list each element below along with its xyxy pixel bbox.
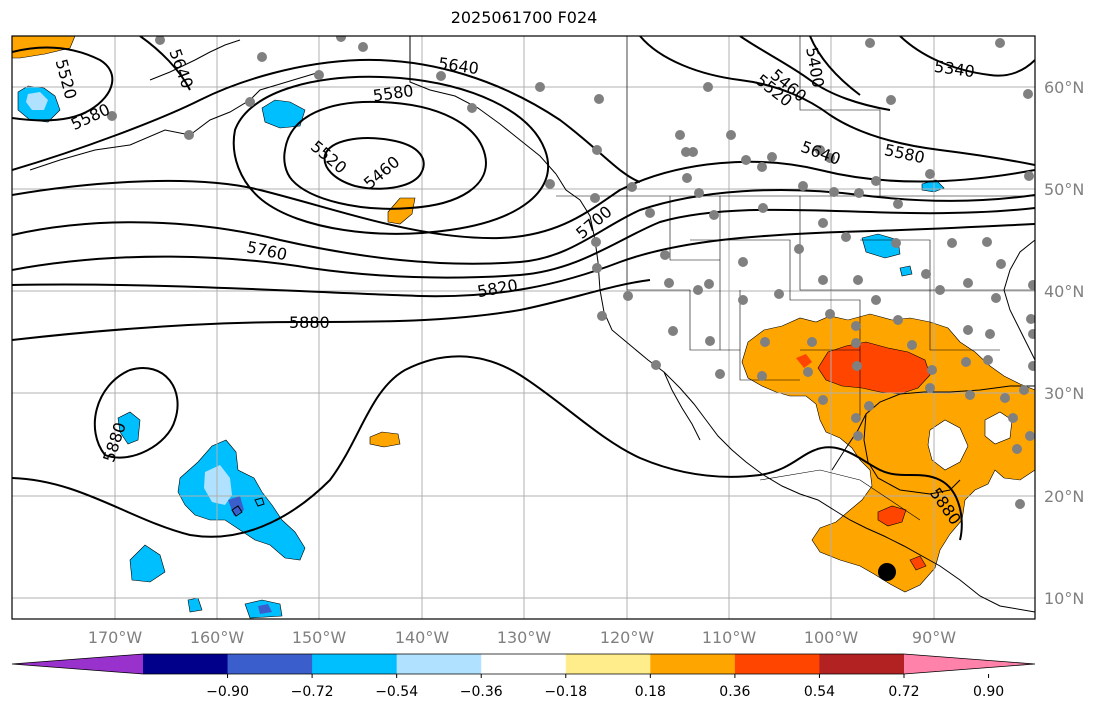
colorbar-tick-label: 0.18 xyxy=(635,684,666,700)
lon-label: 90°W xyxy=(912,628,956,647)
colorbar-extend-max xyxy=(904,654,1035,674)
height-contours xyxy=(12,36,1035,541)
graticule xyxy=(12,36,1035,619)
contour-5760 xyxy=(12,207,1035,279)
latitude-labels: 60°N 50°N 40°N 30°N 20°N 10°N xyxy=(1044,78,1084,608)
colorbar-tick-label: 0.90 xyxy=(973,684,1004,700)
contour-5520-low xyxy=(283,100,487,210)
contour-5460-low xyxy=(323,137,425,190)
colorbar-segment xyxy=(227,654,313,674)
colorbar-segment xyxy=(312,654,398,674)
colorbar-segment xyxy=(650,654,736,674)
colorbar-tick-label: −0.90 xyxy=(206,684,249,700)
anomaly-negative-bering xyxy=(261,99,306,129)
map-frame xyxy=(11,35,1036,620)
lon-label: 140°W xyxy=(395,628,450,647)
colorbar-segment xyxy=(143,654,229,674)
storm-position-marker xyxy=(878,563,896,581)
lat-label: 30°N xyxy=(1044,384,1084,403)
colorbar-segment xyxy=(565,654,651,674)
lat-label: 10°N xyxy=(1044,589,1084,608)
lon-label: 120°W xyxy=(600,628,655,647)
lat-label: 50°N xyxy=(1044,180,1084,199)
colorbar-tick-label: 0.54 xyxy=(804,684,835,700)
contour-5880 xyxy=(12,279,651,341)
shading-layer xyxy=(12,36,1035,619)
colorbar: −0.90 −0.72 −0.54 −0.36 −0.18 0.18 0.36 0.54 0.7… xyxy=(11,653,1036,700)
lon-label: 160°W xyxy=(190,628,245,647)
colorbar-tick-label: −0.72 xyxy=(291,684,334,700)
map-title: 2025061700 F024 xyxy=(450,8,598,27)
longitude-labels: 170°W 160°W 150°W 140°W 130°W 120°W 110°… xyxy=(88,628,956,647)
colorbar-segment xyxy=(734,654,820,674)
colorbar-tick-label: −0.36 xyxy=(460,684,503,700)
lat-label: 40°N xyxy=(1044,282,1084,301)
colorbar-extend-min xyxy=(12,654,143,674)
lat-label: 60°N xyxy=(1044,78,1084,97)
colorbar-tick-label: 0.36 xyxy=(719,684,750,700)
colorbar-outline xyxy=(11,653,1036,675)
lat-label: 20°N xyxy=(1044,487,1084,506)
colorbar-segment xyxy=(481,654,567,674)
colorbar-tick-label: −0.54 xyxy=(375,684,418,700)
contour-5580-low xyxy=(232,75,550,235)
lon-label: 130°W xyxy=(497,628,552,647)
colorbar-segment xyxy=(819,654,905,674)
colorbar-tick-label: −0.18 xyxy=(544,684,587,700)
colorbar-segment xyxy=(396,654,482,674)
station-markers xyxy=(107,36,1035,509)
lon-label: 170°W xyxy=(88,628,143,647)
contour-5820 xyxy=(12,223,1035,298)
colorbar-tick-label: 0.72 xyxy=(888,684,919,700)
lon-label: 150°W xyxy=(292,628,347,647)
lon-label: 100°W xyxy=(804,628,859,647)
anomaly-positive-gulf xyxy=(387,197,416,225)
lon-label: 110°W xyxy=(702,628,757,647)
contour-label-5880: 5880 xyxy=(289,313,330,332)
